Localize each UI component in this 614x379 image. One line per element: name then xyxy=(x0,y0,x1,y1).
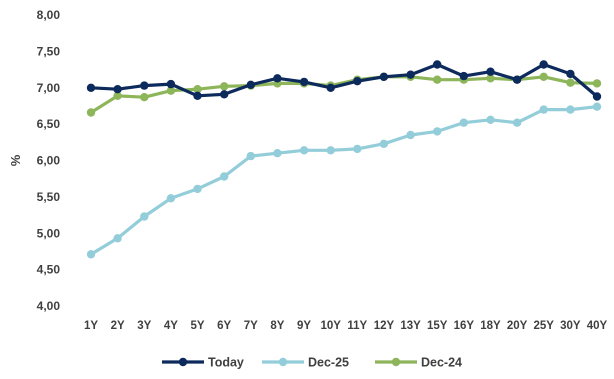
data-point-dec-25 xyxy=(193,185,201,193)
data-point-dec-24 xyxy=(593,79,601,87)
data-point-dec-25 xyxy=(247,152,255,160)
x-tick-label: 40Y xyxy=(587,320,608,332)
y-tick-label: 5,00 xyxy=(37,226,61,240)
x-tick-label: 20Y xyxy=(507,320,528,332)
data-point-dec-24 xyxy=(87,108,95,116)
y-tick-label: 4,50 xyxy=(37,263,61,277)
x-tick-label: 25Y xyxy=(534,320,555,332)
data-point-today xyxy=(540,60,548,68)
data-point-today xyxy=(87,84,95,92)
legend-swatch-marker xyxy=(392,358,400,366)
data-point-today xyxy=(140,81,148,89)
data-point-today xyxy=(433,60,441,68)
y-tick-label: 6,50 xyxy=(37,117,61,131)
data-point-dec-25 xyxy=(220,172,228,180)
data-point-dec-25 xyxy=(593,103,601,111)
data-point-dec-25 xyxy=(273,149,281,157)
x-tick-label: 9Y xyxy=(297,320,311,332)
data-point-dec-25 xyxy=(566,105,574,113)
data-point-dec-25 xyxy=(87,250,95,258)
data-point-dec-24 xyxy=(433,76,441,84)
data-point-today xyxy=(167,80,175,88)
data-point-today xyxy=(513,76,521,84)
x-tick-label: 4Y xyxy=(164,320,178,332)
y-tick-label: 6,00 xyxy=(37,154,61,168)
x-axis: 1Y 2Y 3Y 4Y 5Y 6Y 7Y 8Y 9Y 10Y 11Y 12Y 13Y 15Y 16Y 18Y 2… xyxy=(84,320,608,332)
series-dec-25 xyxy=(87,103,601,259)
data-point-dec-25 xyxy=(433,127,441,135)
data-point-dec-24 xyxy=(220,82,228,90)
data-point-today xyxy=(220,90,228,98)
x-tick-label: 11Y xyxy=(347,320,367,332)
x-tick-label: 5Y xyxy=(190,320,204,332)
series-line-dec-25 xyxy=(91,107,597,255)
y-axis: 4,00 4,50 5,00 5,50 6,00 6,50 7,00 7,50 8,00 xyxy=(37,8,61,313)
x-tick-label: 1Y xyxy=(84,320,98,332)
series-dec-24 xyxy=(87,73,601,117)
legend-swatch-marker xyxy=(279,358,287,366)
legend-label: Dec-25 xyxy=(308,356,349,370)
data-point-today xyxy=(113,85,121,93)
data-point-dec-25 xyxy=(486,116,494,124)
y-tick-label: 4,00 xyxy=(37,299,61,313)
y-tick-label: 5,50 xyxy=(37,190,61,204)
data-point-dec-25 xyxy=(327,146,335,154)
data-point-today xyxy=(566,70,574,78)
x-tick-label: 7Y xyxy=(244,320,258,332)
x-tick-label: 18Y xyxy=(480,320,501,332)
data-point-today xyxy=(193,92,201,100)
data-point-today xyxy=(247,81,255,89)
data-point-today xyxy=(380,73,388,81)
data-point-dec-25 xyxy=(406,131,414,139)
data-point-dec-25 xyxy=(113,234,121,242)
data-point-dec-25 xyxy=(540,105,548,113)
data-point-today xyxy=(406,71,414,79)
data-point-dec-24 xyxy=(566,79,574,87)
data-point-today xyxy=(300,78,308,86)
x-tick-label: 30Y xyxy=(560,320,581,332)
y-axis-label: % xyxy=(8,154,23,166)
data-point-today xyxy=(327,84,335,92)
data-point-dec-25 xyxy=(380,140,388,148)
series-line-dec-24 xyxy=(91,77,597,113)
data-point-dec-25 xyxy=(513,119,521,127)
data-point-dec-25 xyxy=(300,146,308,154)
data-point-today xyxy=(273,74,281,82)
x-tick-label: 15Y xyxy=(427,320,448,332)
data-point-today xyxy=(460,72,468,80)
legend-item-today: Today xyxy=(162,356,244,370)
legend-item-dec-24: Dec-24 xyxy=(375,356,462,370)
legend-item-dec-25: Dec-25 xyxy=(262,356,349,370)
series-layer xyxy=(87,60,601,258)
data-point-dec-25 xyxy=(353,145,361,153)
x-tick-label: 3Y xyxy=(137,320,151,332)
data-point-today xyxy=(353,77,361,85)
data-point-dec-25 xyxy=(460,119,468,127)
x-tick-label: 6Y xyxy=(217,320,231,332)
legend-label: Dec-24 xyxy=(421,356,462,370)
data-point-dec-24 xyxy=(540,73,548,81)
x-tick-label: 8Y xyxy=(270,320,284,332)
y-tick-label: 7,50 xyxy=(37,44,61,58)
legend-label: Today xyxy=(208,356,244,370)
x-tick-label: 12Y xyxy=(374,320,395,332)
x-tick-label: 16Y xyxy=(454,320,475,332)
data-point-today xyxy=(486,68,494,76)
legend: Today Dec-25 Dec-24 xyxy=(162,356,462,370)
data-point-dec-25 xyxy=(140,212,148,220)
data-point-dec-24 xyxy=(140,93,148,101)
x-tick-label: 10Y xyxy=(320,320,341,332)
legend-swatch-marker xyxy=(179,358,187,366)
x-tick-label: 2Y xyxy=(111,320,125,332)
y-tick-label: 8,00 xyxy=(37,8,61,22)
x-tick-label: 13Y xyxy=(400,320,421,332)
y-tick-label: 7,00 xyxy=(37,81,61,95)
data-point-today xyxy=(593,92,601,100)
data-point-dec-25 xyxy=(167,194,175,202)
